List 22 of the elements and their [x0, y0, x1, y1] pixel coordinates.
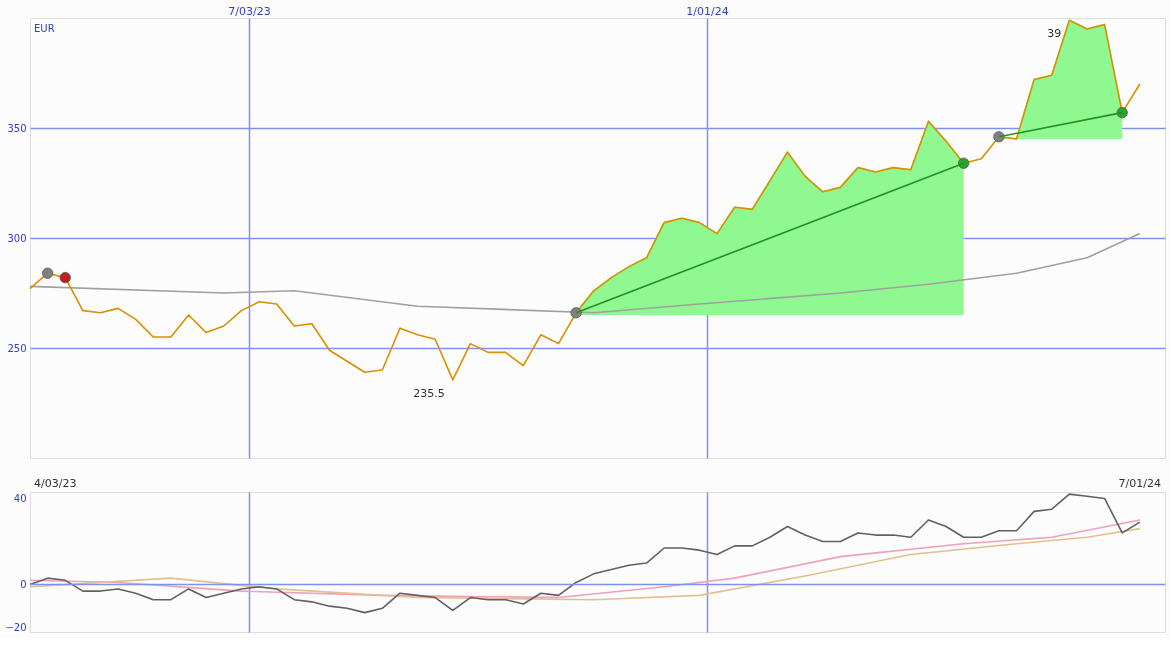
y-tick-label: 40: [13, 492, 27, 504]
annotation: 39: [1047, 27, 1062, 41]
y-tick-label: 300: [7, 232, 27, 244]
y-tick-label: 250: [7, 342, 27, 354]
x-tick-label: 7/03/23: [228, 4, 271, 18]
point: [1116, 107, 1128, 119]
x-tick-label: 1/01/24: [686, 4, 729, 18]
line-series: [29, 493, 1141, 614]
y-tick-label: 0: [20, 579, 27, 591]
point: [993, 131, 1005, 143]
annotation: 235.5: [413, 386, 445, 400]
text: 7/01/24: [1118, 477, 1161, 490]
point: [42, 267, 54, 279]
point: [570, 307, 582, 319]
point: [958, 157, 970, 169]
line-series: [29, 19, 1141, 381]
point: [59, 272, 71, 284]
y-axis-title: EUR: [34, 23, 55, 34]
text: 4/03/23: [34, 477, 77, 490]
y-tick-label: −20: [5, 622, 27, 634]
line-series: [29, 232, 1141, 314]
y-tick-label: 350: [7, 122, 27, 134]
